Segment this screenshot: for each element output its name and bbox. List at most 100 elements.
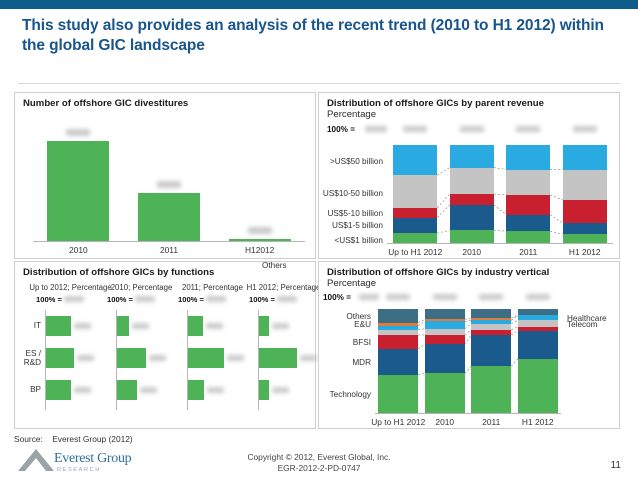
industry-segment	[517, 358, 558, 413]
industry-segment	[471, 318, 512, 321]
functions-total-redacted	[277, 296, 297, 302]
parent-revenue-x-tick-label: 2010	[462, 247, 482, 257]
functions-category-label: BP	[30, 385, 41, 394]
industry-segment	[424, 373, 465, 413]
functions-bar	[117, 380, 137, 400]
industry-column-total-redacted	[432, 294, 457, 300]
industry-category-label: Technology	[329, 389, 371, 399]
parent-revenue-segment	[506, 169, 551, 195]
industry-segment	[424, 319, 465, 322]
industry-x-tick-label: 2011	[482, 417, 501, 427]
page-number: 11	[610, 460, 621, 471]
chart-subtitle-parent-revenue: Percentage	[327, 109, 377, 120]
chart-panel-parent-revenue: Distribution of offshore GICs by parent …	[318, 92, 620, 259]
parent-revenue-segment	[506, 194, 551, 215]
parent-revenue-segment	[449, 167, 494, 194]
industry-segment	[424, 328, 465, 335]
industry-right-label: Healthcare	[567, 313, 607, 323]
divestitures-x-tick-label: H12012	[244, 245, 275, 255]
divestitures-x-tick-label: 2011	[159, 245, 178, 255]
parent-revenue-category-label: US$10-50 billion	[322, 188, 383, 198]
industry-segment	[471, 335, 512, 367]
functions-bar	[259, 380, 269, 400]
parent-revenue-segment	[506, 145, 551, 170]
parent-revenue-segment	[506, 231, 551, 243]
industry-segment	[424, 335, 465, 345]
source-label: Source:	[14, 434, 43, 444]
divestitures-bar	[47, 141, 110, 241]
parent-revenue-segment	[562, 234, 607, 243]
parent-revenue-segment	[449, 204, 494, 231]
industry-x-axis	[375, 413, 561, 414]
parent-revenue-column-total-redacted	[403, 126, 428, 132]
divestitures-x-axis	[33, 241, 305, 242]
functions-bar	[46, 348, 74, 368]
divestitures-value-label-redacted	[157, 181, 181, 188]
industry-x-tick-label: Up to H1 2012	[371, 417, 426, 427]
functions-bar	[259, 316, 269, 336]
functions-panel-header: 2011; Percentage	[182, 283, 243, 292]
industry-segment	[424, 321, 465, 329]
industry-segment	[378, 322, 419, 326]
industry-x-tick-label: 2010	[435, 417, 455, 427]
copyright-line-1: Copyright © 2012, Everest Global, Inc.	[247, 452, 391, 462]
industry-category-label: MDR	[352, 357, 371, 367]
functions-bar	[117, 316, 129, 336]
industry-segment	[471, 366, 512, 413]
functions-bar	[188, 348, 224, 368]
chart-subtitle-industry-vertical: Percentage	[327, 278, 377, 289]
functions-bar	[188, 380, 204, 400]
parent-revenue-segment	[562, 145, 607, 170]
parent-revenue-x-tick-label: H1 2012	[568, 247, 601, 257]
title-divider	[18, 83, 620, 84]
parent-revenue-segment	[562, 223, 607, 235]
functions-panel-header: 2010; Percentage	[110, 283, 173, 292]
parent-revenue-segment	[393, 217, 438, 234]
parent-revenue-segment	[562, 169, 607, 200]
parent-revenue-segment	[449, 194, 494, 205]
functions-value-label-redacted	[132, 323, 149, 329]
industry-segment	[424, 309, 465, 320]
divestitures-bar	[138, 193, 200, 241]
functions-value-label-redacted	[73, 387, 91, 393]
logo-subtitle: RESEARCH	[57, 467, 101, 473]
industry-column-total-redacted	[479, 294, 504, 300]
source-note: Source: Everest Group (2012)	[14, 434, 133, 444]
functions-y-axis	[258, 310, 259, 410]
parent-revenue-segment	[393, 175, 438, 208]
logo-name: Everest Group	[54, 451, 132, 466]
copyright-line-2: EGR-2012-2-PD-0747	[277, 463, 361, 474]
parent-revenue-segment	[393, 145, 438, 176]
functions-y-axis	[116, 310, 117, 410]
industry-segment	[378, 335, 419, 349]
functions-panel-header: H1 2012; Percentage	[246, 283, 321, 292]
functions-value-label-redacted	[300, 355, 318, 361]
industry-segment	[378, 374, 419, 413]
chart-title-parent-revenue: Distribution of offshore GICs by parent …	[327, 98, 544, 109]
industry-segment	[378, 348, 419, 375]
functions-others-note: Others	[262, 261, 287, 270]
functions-value-label-redacted	[205, 323, 223, 329]
industry-total-label: 100% =	[323, 293, 351, 302]
parent-revenue-total-redacted	[365, 126, 387, 132]
mountain-peak-icon	[18, 449, 54, 471]
parent-revenue-segment	[393, 207, 438, 218]
parent-revenue-category-label: >US$50 billion	[329, 157, 383, 167]
functions-y-axis	[187, 310, 188, 410]
chart-panel-functions: Distribution of offshore GICs by functio…	[14, 261, 320, 429]
parent-revenue-x-axis	[387, 243, 613, 244]
industry-right-label: Telecom	[567, 319, 598, 329]
functions-value-label-redacted	[148, 355, 166, 361]
parent-revenue-column-total-redacted	[572, 126, 597, 132]
industry-category-label: E&U	[354, 320, 371, 330]
functions-bar	[46, 316, 71, 336]
functions-value-label-redacted	[206, 387, 224, 393]
page-title: This study also provides an analysis of …	[22, 17, 604, 55]
functions-total-label: 100% =	[107, 295, 133, 304]
industry-segment	[471, 309, 512, 319]
source-value: Everest Group (2012)	[52, 434, 133, 444]
industry-x-tick-label: H1 2012	[521, 417, 554, 427]
functions-value-label-redacted	[139, 387, 157, 393]
divestitures-x-tick-label: 2010	[69, 245, 88, 255]
